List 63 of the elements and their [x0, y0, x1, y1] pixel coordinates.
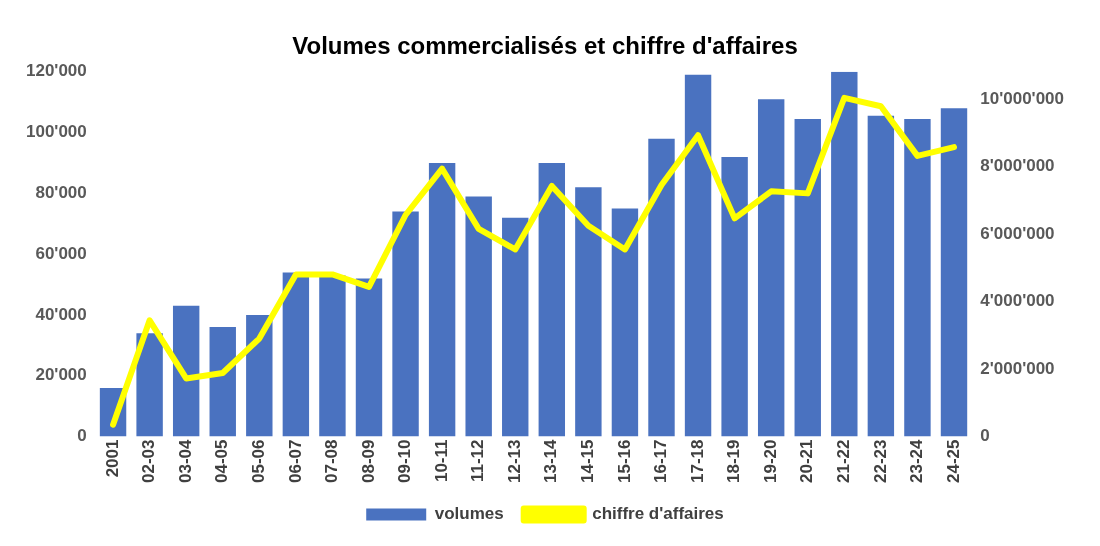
chart-title: Volumes commercialisés et chiffre d'affaires: [292, 32, 798, 60]
bar: [246, 314, 273, 437]
x-tick-label: 09-10: [395, 439, 415, 483]
bar: [355, 278, 383, 437]
y2-tick-label: 2'000'000: [980, 358, 1055, 378]
y2-tick-label: 0: [980, 426, 990, 446]
y-tick-label: 60'000: [35, 243, 87, 263]
x-tick-label: 11-12: [468, 439, 488, 483]
bar: [831, 71, 858, 437]
bar: [282, 272, 310, 437]
bar: [684, 74, 712, 437]
y-tick-label: 120'000: [25, 61, 87, 81]
bar: [172, 305, 200, 437]
x-tick-label: 03-04: [175, 438, 195, 483]
bar: [465, 196, 492, 437]
y2-tick-label: 6'000'000: [980, 223, 1055, 243]
legend-label: volumes: [434, 504, 504, 524]
y2-tick-label: 10'000'000: [980, 88, 1065, 108]
legend-label: chiffre d'affaires: [592, 504, 724, 524]
x-tick-label: 02-03: [139, 439, 159, 483]
bar: [611, 208, 639, 437]
x-tick-label: 2001: [102, 439, 122, 478]
x-tick-label: 08-09: [358, 439, 378, 483]
x-tick-label: 20-21: [797, 439, 817, 483]
bar: [136, 333, 163, 437]
bar: [319, 275, 346, 437]
x-tick-label: 15-16: [614, 439, 634, 483]
x-tick-label: 10-11: [431, 439, 451, 483]
bar: [428, 162, 456, 437]
bar: [757, 99, 785, 437]
bar: [794, 118, 821, 437]
x-tick-label: 24-25: [943, 439, 963, 483]
bar: [575, 187, 602, 437]
bar: [721, 156, 748, 437]
bar: [648, 138, 675, 437]
x-tick-label: 23-24: [907, 438, 927, 483]
x-tick-label: 19-20: [760, 439, 780, 483]
x-tick-label: 12-13: [504, 439, 524, 483]
y2-tick-label: 8'000'000: [980, 156, 1055, 176]
bar: [867, 115, 895, 437]
y2-tick-label: 4'000'000: [980, 291, 1055, 311]
x-tick-label: 07-08: [322, 439, 342, 483]
x-tick-label: 05-06: [248, 439, 268, 483]
x-tick-label: 18-19: [724, 439, 744, 483]
x-tick-label: 17-18: [687, 439, 707, 483]
x-tick-label: 06-07: [285, 439, 305, 483]
bar: [209, 327, 236, 437]
x-tick-label: 16-17: [651, 439, 671, 483]
x-tick-label: 14-15: [578, 439, 598, 483]
y-tick-label: 100'000: [25, 122, 87, 142]
bar: [502, 217, 529, 437]
x-tick-label: 13-14: [541, 438, 561, 483]
y-tick-label: 80'000: [35, 183, 87, 203]
y-tick-label: 0: [77, 426, 87, 446]
bar: [904, 118, 931, 437]
bar: [940, 108, 968, 437]
x-tick-label: 22-23: [870, 439, 890, 483]
bar: [538, 162, 566, 437]
y-tick-label: 40'000: [35, 304, 87, 324]
x-tick-label: 04-05: [212, 439, 232, 483]
y-tick-label: 20'000: [35, 365, 87, 385]
bar: [392, 211, 419, 437]
x-tick-label: 21-22: [834, 439, 853, 483]
